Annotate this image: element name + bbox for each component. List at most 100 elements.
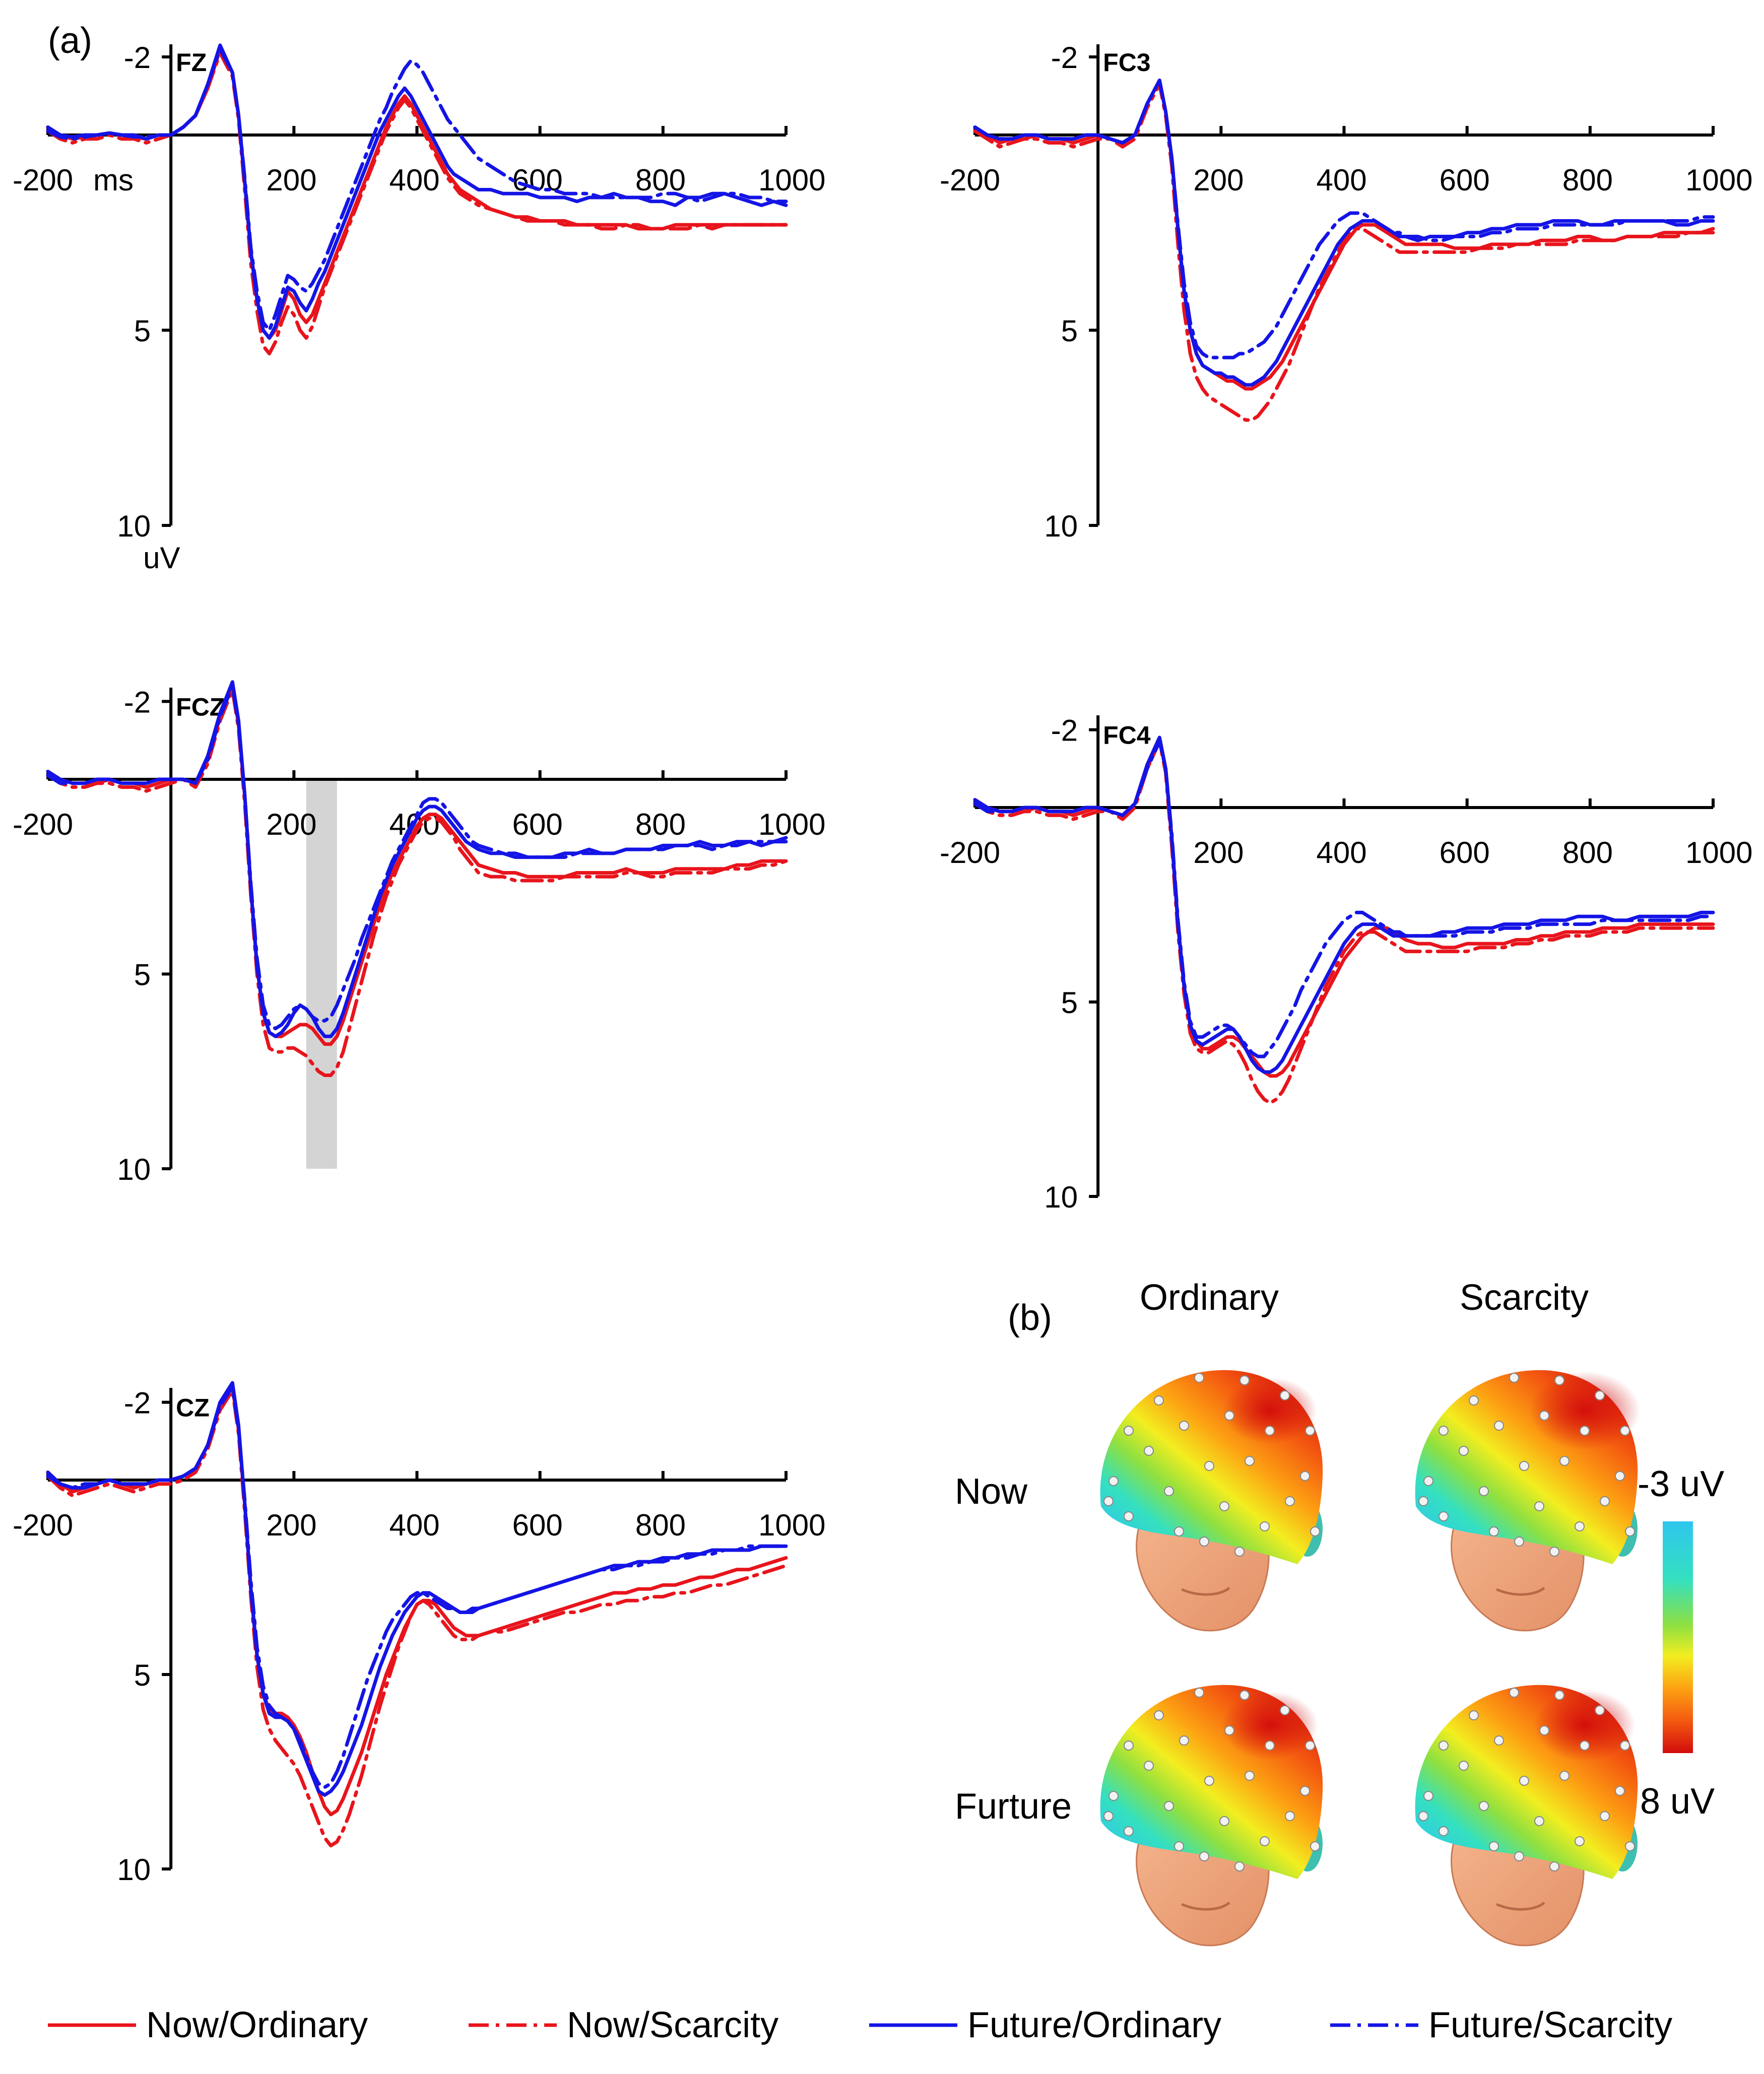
- wave-now-ordinary: [46, 1385, 788, 1817]
- x-tick-label: 200: [266, 808, 316, 841]
- x-tick-label: -200: [13, 163, 73, 197]
- electrode-dot: [1479, 1486, 1489, 1496]
- y-tick-label: 10: [117, 509, 151, 543]
- electrode-dot: [1439, 1511, 1449, 1521]
- wave-now-scarcity: [973, 740, 1715, 1105]
- electrode-dot: [1219, 1816, 1229, 1826]
- electrode-dot: [1479, 1801, 1489, 1811]
- wave-now-scarcity: [46, 688, 788, 1077]
- legend: Now/Ordinary Now/Scarcity Future/Ordinary F…: [48, 2005, 1672, 2045]
- electrode-dot: [1285, 1811, 1295, 1821]
- electrode-dot: [1423, 1791, 1433, 1801]
- erp-plot-cz: -200 200 400 600 800 1000 -2 5 10 CZ: [13, 1381, 825, 1887]
- electrode-dot: [1418, 1496, 1428, 1506]
- electrode-dot: [1199, 1851, 1209, 1861]
- topo-now-scarcity: [1415, 1370, 1641, 1632]
- electrode-dot: [1305, 1741, 1315, 1751]
- topographic-maps: Ordinary Scarcity Now Furture -3 uV 8 uV: [955, 1278, 1724, 1947]
- electrode-dot: [1554, 1690, 1564, 1700]
- electrode-dot: [1539, 1725, 1549, 1735]
- electrode-dot: [1224, 1725, 1234, 1735]
- electrode-dot: [1439, 1741, 1449, 1751]
- electrode-dot: [1620, 1426, 1630, 1436]
- y-tick-label: 10: [117, 1853, 151, 1887]
- wave-future-scarcity: [973, 740, 1715, 1058]
- electrode-label: FC3: [1103, 48, 1150, 77]
- electrode-dot: [1239, 1690, 1250, 1700]
- electrode-dot: [1144, 1761, 1154, 1771]
- y-unit-label: uV: [143, 541, 180, 575]
- electrode-dot: [1489, 1526, 1499, 1536]
- electrode-dot: [1280, 1705, 1290, 1715]
- x-tick-label: 600: [1440, 836, 1490, 869]
- electrode-dot: [1219, 1501, 1229, 1511]
- x-tick-label: 800: [1562, 836, 1613, 869]
- electrode-dot: [1265, 1426, 1275, 1436]
- x-tick-label: 400: [389, 163, 440, 197]
- x-tick-label: 200: [1193, 836, 1244, 869]
- legend-label: Now/Scarcity: [567, 2005, 778, 2045]
- wave-future-ordinary: [973, 735, 1715, 1074]
- x-tick-label: 400: [1317, 836, 1367, 869]
- y-tick-label: -2: [124, 1386, 151, 1420]
- electrode-dot: [1194, 1688, 1204, 1698]
- electrode-dot: [1204, 1776, 1214, 1786]
- electrode-dot: [1580, 1741, 1590, 1751]
- electrode-dot: [1539, 1411, 1549, 1421]
- erp-plot-fc4: -200 200 400 600 800 1000 -2 5 10 FC4: [940, 714, 1752, 1214]
- electrode-dot: [1549, 1861, 1559, 1871]
- electrode-dot: [1124, 1826, 1134, 1836]
- electrode-dot: [1179, 1735, 1189, 1746]
- x-tick-label: 600: [512, 808, 563, 841]
- y-tick-label: -2: [124, 41, 151, 75]
- wave-now-ordinary: [973, 735, 1715, 1078]
- x-tick-label: -200: [940, 163, 1000, 197]
- electrode-dot: [1199, 1536, 1209, 1547]
- electrode-dot: [1174, 1841, 1184, 1851]
- electrode-dot: [1514, 1851, 1524, 1861]
- wave-now-scarcity: [973, 82, 1715, 422]
- topo-col-scarcity: Scarcity: [1460, 1278, 1589, 1318]
- electrode-dot: [1494, 1735, 1504, 1746]
- electrode-dot: [1615, 1786, 1625, 1796]
- topo-row-now: Now: [955, 1471, 1028, 1512]
- electrode-dot: [1514, 1536, 1524, 1547]
- highlight-window: [306, 779, 337, 1169]
- scalp-hotspot: [1222, 1377, 1317, 1444]
- electrode-dot: [1260, 1521, 1270, 1531]
- electrode-dot: [1245, 1771, 1255, 1781]
- electrode-dot: [1300, 1471, 1310, 1481]
- electrode-dot: [1459, 1761, 1469, 1771]
- x-tick-label: 200: [266, 163, 316, 197]
- electrode-dot: [1265, 1741, 1275, 1751]
- electrode-dot: [1124, 1741, 1134, 1751]
- x-tick-label: 1000: [758, 1508, 825, 1542]
- x-tick-label: 1000: [1685, 163, 1752, 197]
- electrode-dot: [1519, 1461, 1529, 1471]
- electrode-dot: [1423, 1476, 1433, 1486]
- wave-now-scarcity: [46, 1388, 788, 1848]
- electrode-dot: [1625, 1526, 1635, 1536]
- electrode-dot: [1280, 1390, 1290, 1400]
- topo-future-scarcity: [1415, 1685, 1638, 1947]
- y-tick-label: 10: [1044, 1180, 1078, 1214]
- electrode-label: FCZ: [176, 693, 225, 721]
- electrode-dot: [1164, 1801, 1174, 1811]
- wave-future-ordinary: [46, 1381, 788, 1797]
- electrode-dot: [1418, 1811, 1428, 1821]
- electrode-dot: [1534, 1816, 1544, 1826]
- y-tick-label: 10: [1044, 509, 1078, 543]
- mouth: [1181, 1901, 1230, 1911]
- x-tick-label: 800: [635, 1508, 686, 1542]
- wave-now-ordinary: [46, 684, 788, 1046]
- x-tick-label: 200: [266, 1508, 316, 1542]
- y-tick-label: -2: [1051, 714, 1078, 748]
- erp-plots: -200 200 400 600 800 1000 -2 5 10 FZ ms uV -200 200 40…: [13, 41, 1752, 1887]
- x-unit-label: ms: [93, 163, 134, 197]
- x-tick-label: 1000: [1685, 836, 1752, 869]
- electrode-label: FZ: [176, 48, 207, 77]
- y-tick-label: 5: [134, 1658, 151, 1692]
- scalp-hotspot: [1221, 1691, 1318, 1760]
